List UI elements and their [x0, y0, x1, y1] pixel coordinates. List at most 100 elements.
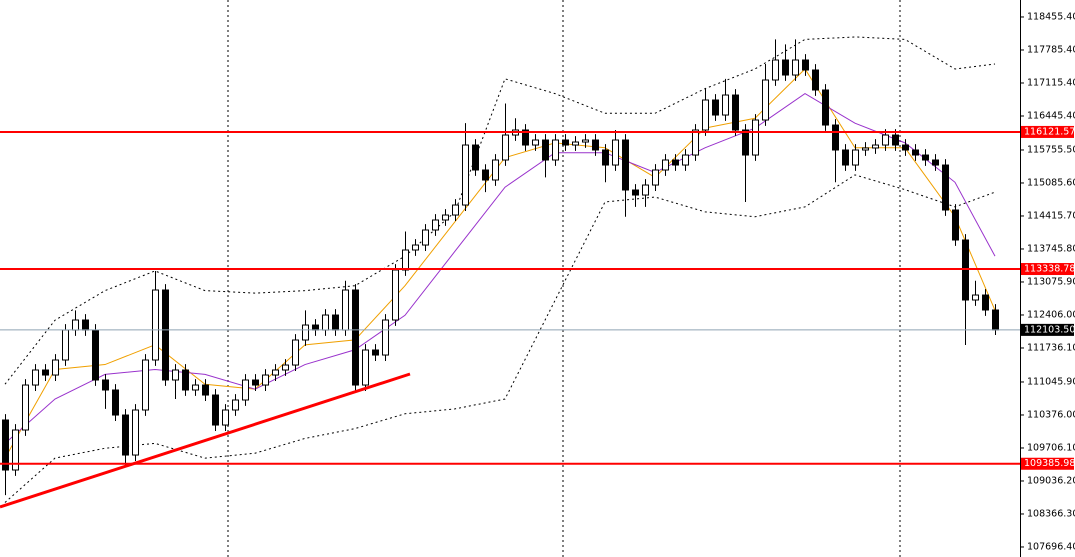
candle-body [362, 349, 369, 386]
candle-body [292, 339, 299, 366]
candle-body [202, 384, 209, 396]
candle-body [322, 314, 329, 331]
candle-body [992, 309, 999, 331]
y-tick-label: 118455.40 [1027, 11, 1075, 22]
candle-body [382, 319, 389, 356]
y-tick-label: 117115.40 [1027, 77, 1075, 88]
candle-body [862, 147, 869, 151]
candle-body [892, 134, 899, 146]
candle-body [802, 59, 809, 71]
candle-body [372, 349, 379, 356]
level-label: 109385.98 [1024, 458, 1075, 469]
candle-body [942, 164, 949, 211]
candle-body [222, 409, 229, 426]
candle-body [132, 409, 139, 456]
level-label: 113338.78 [1024, 264, 1075, 275]
candle-body [732, 94, 739, 131]
candle-body [212, 394, 219, 426]
y-tick-label: 116445.40 [1027, 110, 1075, 121]
candle-body [772, 59, 779, 81]
y-tick-label: 109706.10 [1027, 442, 1075, 453]
candle-body [22, 384, 29, 431]
candle-body [572, 141, 579, 146]
candle-body [72, 319, 79, 331]
candle-body [922, 154, 929, 161]
y-tick-label: 108366.30 [1027, 508, 1075, 519]
candle-body [482, 169, 489, 181]
candle-body [192, 384, 199, 391]
candle-body [722, 94, 729, 116]
last-price-box [1021, 323, 1074, 336]
candle-body [672, 159, 679, 166]
candle-body [242, 379, 249, 401]
candle-body [852, 149, 859, 166]
candle-body [82, 319, 89, 331]
candle-body [612, 139, 619, 166]
candle-body [882, 134, 889, 146]
candle-body [402, 249, 409, 271]
candle-body [502, 134, 509, 161]
candle-body [522, 129, 529, 146]
candle-body [302, 324, 309, 341]
candle-body [662, 159, 669, 171]
candle-body [262, 374, 269, 386]
candle-body [42, 369, 49, 376]
candle-body [462, 144, 469, 206]
candle-body [342, 289, 349, 331]
candle-body [702, 99, 709, 131]
candle-body [112, 389, 119, 416]
candle-body [982, 294, 989, 311]
level-box [1021, 263, 1074, 276]
indicator-line [4, 93, 996, 444]
candle-body [432, 219, 439, 231]
candle-body [12, 429, 19, 471]
y-tick-label: 109036.20 [1027, 475, 1075, 486]
candle-body [232, 399, 239, 411]
candle-body [92, 329, 99, 381]
candle-body [332, 314, 339, 331]
candle-body [872, 144, 879, 149]
y-tick-label: 113075.90 [1027, 276, 1075, 287]
candle-body [62, 329, 69, 361]
candle-body [682, 154, 689, 166]
candle-body [52, 359, 59, 376]
candle-body [632, 189, 639, 196]
candle-body [252, 379, 259, 386]
candle-body [392, 269, 399, 321]
candle-body [542, 139, 549, 161]
y-tick-label: 112406.00 [1027, 309, 1075, 320]
y-tick-label: 107696.40 [1027, 541, 1075, 552]
candle-body [562, 139, 569, 146]
y-tick-label: 114415.70 [1027, 210, 1075, 221]
candle-body [32, 369, 39, 386]
candle-body [352, 289, 359, 386]
candle-body [692, 129, 699, 156]
candle-body [532, 139, 539, 146]
candle-body [152, 289, 159, 361]
trendline [0, 372, 411, 509]
candle-body [792, 59, 799, 76]
y-tick-label: 113745.80 [1027, 243, 1075, 254]
candle-body [932, 159, 939, 166]
y-tick-label: 111045.90 [1027, 376, 1075, 387]
level-box [1021, 125, 1074, 138]
level-box [1021, 457, 1074, 470]
candle-body [2, 419, 9, 471]
candle-body [912, 149, 919, 156]
candle-body [162, 289, 169, 381]
candle-body [602, 149, 609, 166]
candle-body [472, 144, 479, 171]
candle-body [172, 369, 179, 381]
candle-body [712, 99, 719, 116]
y-tick-label: 110376.00 [1027, 409, 1075, 420]
candle-body [902, 144, 909, 151]
y-tick-label: 111736.10 [1027, 342, 1075, 353]
candle-body [812, 69, 819, 91]
candle-body [492, 159, 499, 181]
y-tick-label: 117785.40 [1027, 44, 1075, 55]
candle-body [312, 324, 319, 331]
candle-body [452, 204, 459, 216]
